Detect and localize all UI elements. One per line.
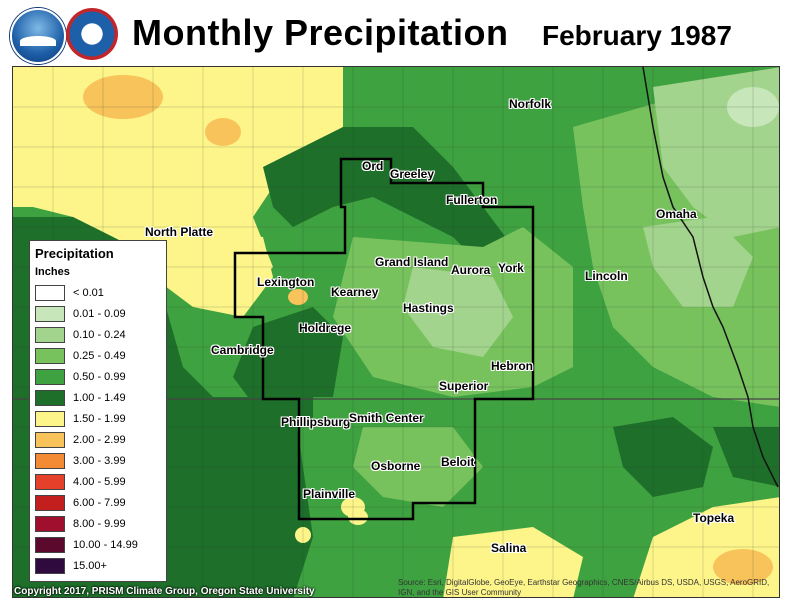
city-hebron: Hebron [491,359,533,373]
legend-label: 0.25 - 0.49 [73,350,126,362]
legend-label: 4.00 - 5.99 [73,476,126,488]
city-york: York [498,261,524,275]
legend-label: 1.00 - 1.49 [73,392,126,404]
legend-swatch [35,411,65,427]
city-plainville: Plainville [303,487,356,501]
header: Monthly Precipitation February 1987 [0,0,792,66]
legend-swatch [35,537,65,553]
legend-row: 4.00 - 5.99 [35,474,165,492]
legend-row: 2.00 - 2.99 [35,432,165,450]
city-omaha: Omaha [656,207,697,221]
legend-swatch [35,432,65,448]
legend-row: 8.00 - 9.99 [35,516,165,534]
legend-swatch [35,474,65,490]
legend-row: 0.25 - 0.49 [35,348,165,366]
legend-label: 2.00 - 2.99 [73,434,126,446]
legend-row: 10.00 - 14.99 [35,537,165,555]
city-topeka: Topeka [693,511,735,525]
legend-units: Inches [35,266,70,278]
legend-row: 6.00 - 7.99 [35,495,165,513]
legend-label: 0.50 - 0.99 [73,371,126,383]
city-superior: Superior [439,379,489,393]
legend-swatch [35,285,65,301]
legend-title: Precipitation [35,246,114,261]
legend-label: 0.01 - 0.09 [73,308,126,320]
legend-swatch [35,390,65,406]
legend-swatch [35,369,65,385]
city-kearney: Kearney [331,285,379,299]
legend-label: 1.50 - 1.99 [73,413,126,425]
map-date: February 1987 [542,20,732,51]
legend-label: 6.00 - 7.99 [73,497,126,509]
nws-logo [66,8,118,60]
source-attribution: Source: Esri, DigitalGlobe, GeoEye, Eart… [398,578,770,597]
precipitation-legend: Precipitation Inches < 0.01 0.01 - 0.09 0.… [29,240,167,582]
noaa-logo [10,8,66,64]
legend-swatch [35,495,65,511]
legend-swatch [35,453,65,469]
legend-row: 0.01 - 0.09 [35,306,165,324]
legend-label: 3.00 - 3.99 [73,455,126,467]
copyright: Copyright 2017, PRISM Climate Group, Ore… [14,586,315,597]
legend-label: 8.00 - 9.99 [73,518,126,530]
city-fullerton: Fullerton [446,193,498,207]
legend-row: 0.10 - 0.24 [35,327,165,345]
city-smith-center: Smith Center [349,411,424,425]
legend-swatch [35,558,65,574]
legend-swatch [35,306,65,322]
legend-row: 1.50 - 1.99 [35,411,165,429]
city-greeley: Greeley [390,167,435,181]
legend-row: 1.00 - 1.49 [35,390,165,408]
city-hastings: Hastings [403,301,454,315]
city-cambridge: Cambridge [211,343,274,357]
legend-row: 15.00+ [35,558,165,576]
legend-swatch [35,516,65,532]
city-osborne: Osborne [371,459,421,473]
legend-label: 10.00 - 14.99 [73,539,138,551]
city-grand-island: Grand Island [375,255,449,269]
city-aurora: Aurora [451,263,491,277]
city-norfolk: Norfolk [509,97,551,111]
legend-label: < 0.01 [73,287,104,299]
city-lincoln: Lincoln [585,269,628,283]
city-lexington: Lexington [257,275,315,289]
city-salina: Salina [491,541,527,555]
legend-label: 0.10 - 0.24 [73,329,126,341]
map-title: Monthly Precipitation [132,12,509,53]
legend-label: 15.00+ [73,560,107,572]
city-phillipsburg: Phillipsburg [281,415,351,429]
legend-row: 0.50 - 0.99 [35,369,165,387]
city-holdrege: Holdrege [299,321,352,335]
legend-swatch [35,348,65,364]
city-ord: Ord [362,159,384,173]
city-north-platte: North Platte [145,225,214,239]
legend-swatch [35,327,65,343]
legend-row: 3.00 - 3.99 [35,453,165,471]
legend-row: < 0.01 [35,285,165,303]
city-beloit: Beloit [441,455,475,469]
